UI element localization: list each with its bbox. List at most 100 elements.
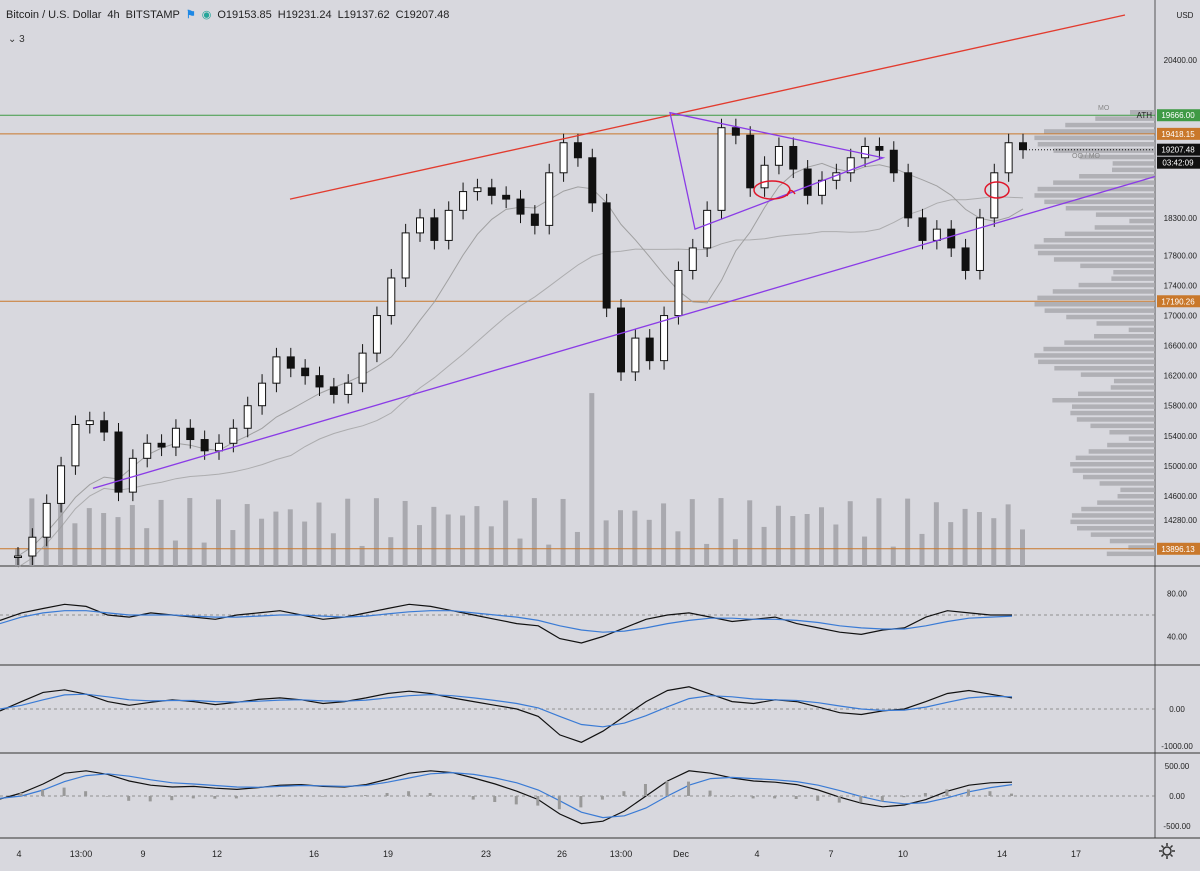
volume-bar	[431, 507, 436, 566]
price-tick-label: 16600.00	[1164, 342, 1198, 351]
volume-bar	[474, 506, 479, 566]
panel-tick-label: 40.00	[1167, 633, 1188, 642]
currency-label: USD	[1177, 11, 1194, 20]
macd-histogram-bar	[816, 796, 819, 801]
volume-bar	[618, 510, 623, 566]
volume-bar	[561, 499, 566, 566]
panel-tick-label: -500.00	[1163, 822, 1191, 831]
volume-profile-bar	[1037, 296, 1155, 301]
macd-histogram-bar	[601, 796, 604, 800]
candle-body	[15, 556, 22, 558]
time-tick-label: 4	[754, 849, 759, 859]
volume-bar	[862, 537, 867, 566]
volume-bar	[934, 502, 939, 566]
macd-histogram-bar	[20, 793, 23, 796]
price-tick-label: 17800.00	[1164, 251, 1198, 260]
volume-bar	[403, 501, 408, 566]
price-tick-label: 16200.00	[1164, 372, 1198, 381]
volume-profile-bar	[1109, 430, 1155, 435]
volume-bar	[661, 503, 666, 566]
volume-bar	[273, 512, 278, 566]
candle-body	[675, 270, 682, 315]
volume-profile-bar	[1044, 238, 1155, 243]
time-tick-label: 13:00	[70, 849, 93, 859]
macd-histogram-bar	[536, 796, 539, 806]
open-value: O19153.85	[217, 9, 271, 21]
volume-bar	[460, 516, 465, 566]
macd-histogram-bar	[192, 796, 195, 798]
high-value: H19231.24	[278, 9, 332, 21]
interval-label[interactable]: 4h	[107, 9, 119, 21]
volume-bar	[790, 516, 795, 566]
panel-tick-label: 80.00	[1167, 590, 1188, 599]
macd-histogram-bar	[622, 791, 625, 796]
macd-histogram-bar	[902, 796, 905, 797]
volume-profile-bar	[1064, 340, 1155, 345]
time-tick-label: 14	[997, 849, 1007, 859]
price-tick-label: 17400.00	[1164, 282, 1198, 291]
volume-bar	[503, 501, 508, 566]
volume-profile-bar	[1043, 347, 1155, 352]
candle-body	[618, 308, 625, 372]
volume-bar	[589, 393, 594, 566]
price-tick-label: 15800.00	[1164, 402, 1198, 411]
gear-icon[interactable]	[1158, 842, 1176, 860]
volume-profile-bar	[1089, 449, 1155, 454]
candle-body	[589, 158, 596, 203]
volume-profile-bar	[1079, 283, 1155, 288]
candle-body	[316, 376, 323, 387]
volume-bar	[144, 528, 149, 566]
candle-body	[86, 421, 93, 425]
macd-histogram-bar	[945, 789, 948, 796]
macd-histogram-bar	[235, 796, 238, 798]
volume-profile-bar	[1035, 302, 1155, 307]
candle-body	[531, 214, 538, 225]
volume-bar	[187, 498, 192, 566]
volume-profile-bar	[1076, 456, 1155, 461]
time-tick-label: 7	[828, 849, 833, 859]
volume-bar	[101, 513, 106, 566]
volume-profile-bar	[1110, 539, 1155, 544]
macd-histogram-bar	[752, 796, 755, 798]
indicator-collapse[interactable]: ⌄ 3	[8, 34, 25, 45]
volume-profile-bar	[1097, 321, 1155, 326]
volume-profile-bar	[1118, 494, 1155, 499]
volume-bar	[202, 543, 207, 566]
low-support-level-label: 13896.13	[1161, 545, 1195, 554]
volume-bar	[632, 511, 637, 566]
volume-profile-bar	[1096, 212, 1155, 217]
volume-bar	[747, 500, 752, 566]
panel-tick-label: 500.00	[1165, 762, 1190, 771]
candle-body	[287, 357, 294, 368]
volume-profile-bar	[1038, 187, 1155, 192]
candle-body	[302, 368, 309, 376]
volume-profile-bar	[1077, 417, 1155, 422]
price-tick-label: 15000.00	[1164, 462, 1198, 471]
volume-profile-bar	[1091, 532, 1155, 537]
candle-body	[359, 353, 366, 383]
macd-histogram-bar	[343, 796, 346, 797]
volume-profile-bar	[1038, 251, 1155, 256]
candle-body	[101, 421, 108, 432]
volume-profile-bar	[1034, 136, 1155, 141]
volume-bar	[848, 501, 853, 566]
candle-body	[230, 428, 237, 443]
time-tick-label: 12	[212, 849, 222, 859]
volume-profile-label: OO / MO	[1072, 153, 1101, 160]
volume-profile-bar	[1044, 200, 1155, 205]
macd-histogram-bar	[63, 788, 66, 796]
time-tick-label: 16	[309, 849, 319, 859]
candle-body	[905, 173, 912, 218]
macd-histogram-bar	[493, 796, 496, 802]
macd-histogram-bar	[579, 796, 582, 807]
candle-body	[158, 443, 165, 447]
volume-profile-bar	[1079, 174, 1155, 179]
macd-histogram-bar	[127, 796, 130, 801]
volume-bar	[891, 547, 896, 566]
price-tick-label: 18300.00	[1164, 214, 1198, 223]
candle-body	[976, 218, 983, 271]
symbol-name[interactable]: Bitcoin / U.S. Dollar	[6, 9, 101, 21]
